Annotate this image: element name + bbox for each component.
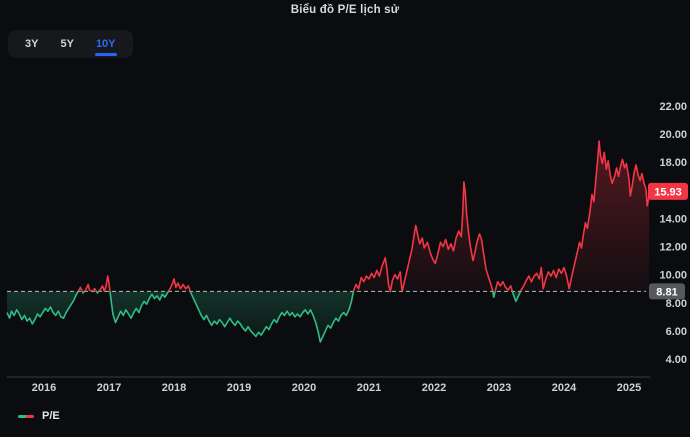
y-axis-label: 20.00 xyxy=(659,129,687,141)
legend-label: P/E xyxy=(42,410,60,422)
pe-series-line-icon xyxy=(18,414,34,418)
x-axis-label: 2024 xyxy=(552,382,577,394)
x-axis-label: 2021 xyxy=(357,382,381,394)
range-button-10y[interactable]: 10Y xyxy=(87,30,125,58)
x-axis-label: 2016 xyxy=(32,382,56,394)
area-fill-above-baseline xyxy=(78,141,650,292)
y-axis-label: 12.00 xyxy=(659,242,687,254)
pe-line-below-baseline xyxy=(6,291,522,343)
chart-title: Biểu đồ P/E lịch sử xyxy=(290,4,400,16)
x-axis-label: 2020 xyxy=(292,382,316,394)
y-axis-label: 14.00 xyxy=(659,213,687,225)
y-axis-label: 10.00 xyxy=(659,270,687,282)
x-axis-label: 2022 xyxy=(422,382,446,394)
pe-line-above-baseline xyxy=(77,140,650,292)
area-fill-below-baseline xyxy=(7,291,650,343)
last-value-label: 15.93 xyxy=(654,186,682,198)
chart-legend: P/E xyxy=(18,410,60,422)
baseline-value-badge xyxy=(649,283,685,300)
x-axis-label: 2023 xyxy=(487,382,511,394)
x-axis-label: 2019 xyxy=(227,382,251,394)
time-range-selector: 3Y 5Y 10Y xyxy=(8,30,133,58)
y-axis-label: 8.00 xyxy=(666,298,687,310)
y-axis-label: 22.00 xyxy=(659,101,687,113)
range-button-5y[interactable]: 5Y xyxy=(51,30,82,58)
y-axis-label: 4.00 xyxy=(666,354,687,366)
last-value-badge xyxy=(648,182,688,200)
baseline-value-label: 8.81 xyxy=(656,286,677,298)
x-axis-label: 2017 xyxy=(97,382,121,394)
x-axis-label: 2025 xyxy=(617,382,641,394)
x-axis-label: 2018 xyxy=(162,382,186,394)
y-axis-label: 18.00 xyxy=(659,157,687,169)
y-axis-label: 6.00 xyxy=(666,326,687,338)
range-button-3y[interactable]: 3Y xyxy=(16,30,47,58)
